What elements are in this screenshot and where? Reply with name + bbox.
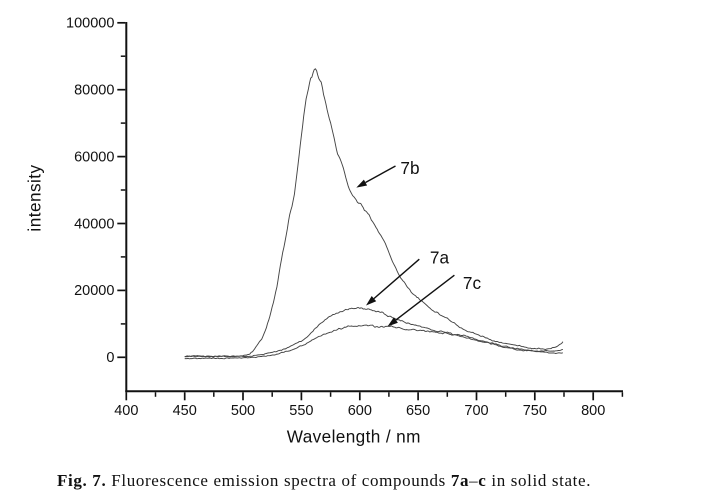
svg-text:100000: 100000 <box>66 16 114 32</box>
svg-text:800: 800 <box>581 403 605 419</box>
svg-text:80000: 80000 <box>74 83 114 99</box>
svg-text:20000: 20000 <box>74 283 114 299</box>
svg-text:7c: 7c <box>463 273 482 293</box>
svg-text:60000: 60000 <box>74 149 114 165</box>
svg-text:550: 550 <box>289 403 313 419</box>
svg-text:400: 400 <box>114 403 138 419</box>
svg-text:450: 450 <box>173 403 197 419</box>
svg-text:600: 600 <box>348 403 372 419</box>
svg-text:500: 500 <box>231 403 255 419</box>
svg-text:700: 700 <box>464 403 488 419</box>
svg-text:0: 0 <box>106 350 114 366</box>
svg-text:40000: 40000 <box>74 216 114 232</box>
svg-text:7a: 7a <box>430 247 450 267</box>
svg-text:intensity: intensity <box>25 164 45 231</box>
svg-text:Wavelength / nm: Wavelength / nm <box>287 426 421 446</box>
svg-text:650: 650 <box>406 403 430 419</box>
svg-text:750: 750 <box>523 403 547 419</box>
svg-text:7b: 7b <box>400 158 419 178</box>
